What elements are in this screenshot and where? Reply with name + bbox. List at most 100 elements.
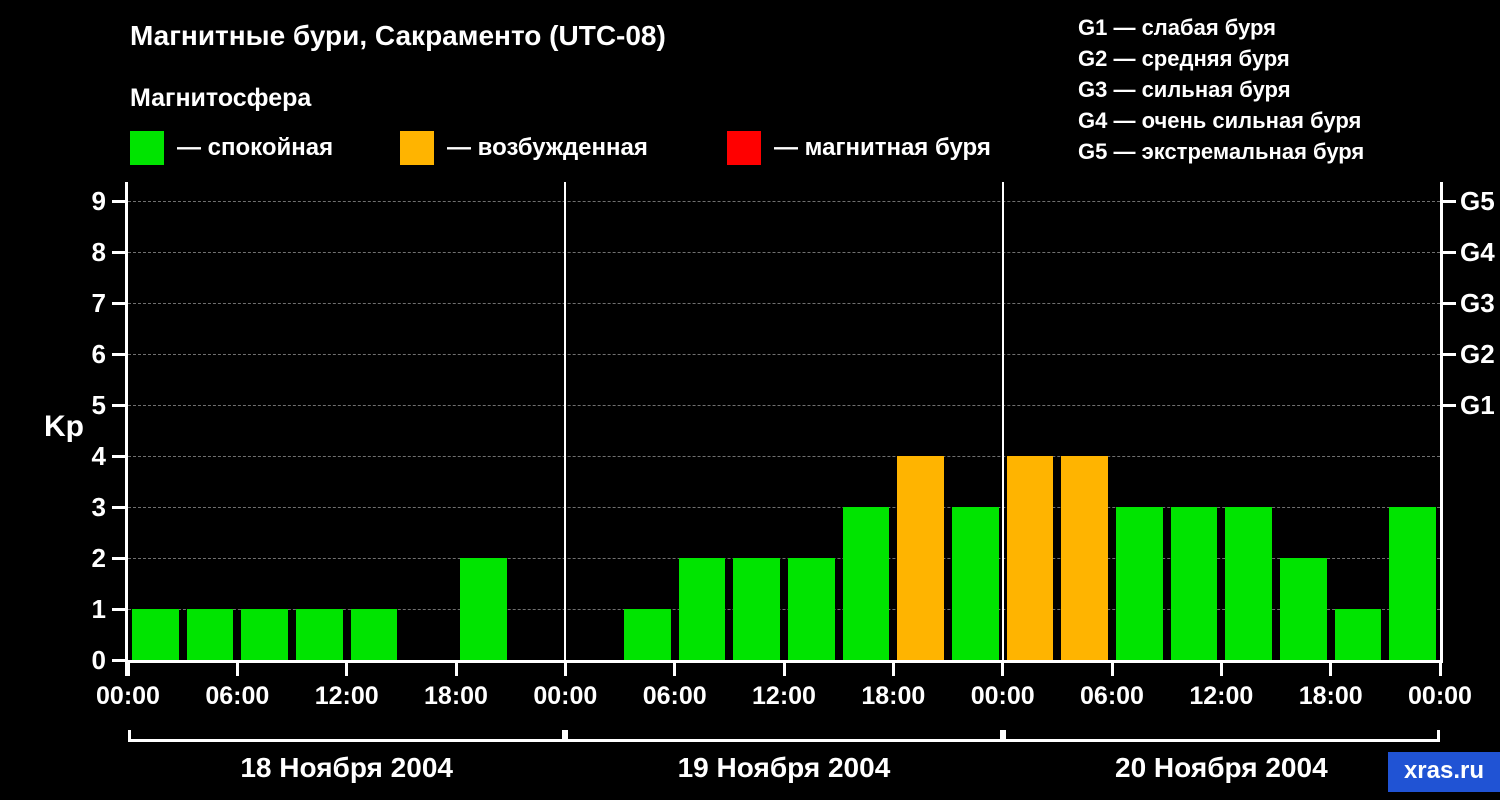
kp-bar — [1389, 507, 1436, 660]
y-axis-tick-label: 5 — [91, 390, 106, 420]
x-axis-tick — [1110, 660, 1114, 676]
g1-definition: G1 — слабая буря — [1078, 15, 1277, 40]
x-axis-tick-label: 00:00 — [970, 682, 1035, 710]
legend-label-excited: — возбужденная — [447, 134, 648, 161]
kp-bar — [1061, 456, 1108, 660]
g-scale-label: G3 — [1460, 288, 1495, 318]
kp-bar — [460, 558, 507, 660]
y-axis-tick — [112, 608, 125, 611]
x-axis-tick — [454, 660, 458, 676]
legend-label-storm: — магнитная буря — [774, 134, 991, 161]
gridline — [128, 456, 1440, 457]
kp-bar — [1170, 507, 1218, 660]
day-bracket — [565, 730, 1003, 742]
x-axis-tick-label: 12:00 — [1189, 682, 1254, 710]
y-axis-tick-label: 7 — [91, 288, 106, 318]
x-axis-tick-label: 18:00 — [1298, 682, 1363, 710]
kp-bar — [897, 456, 944, 660]
gridline — [128, 609, 1440, 610]
kp-bar — [1334, 609, 1382, 660]
kp-bar — [678, 558, 726, 660]
x-axis-tick-label: 00:00 — [96, 682, 160, 710]
x-axis-tick — [1001, 660, 1005, 676]
y-axis-tick — [112, 455, 125, 458]
x-axis-tick — [1219, 660, 1223, 676]
x-axis-tick — [1329, 660, 1333, 676]
right-axis-tick — [1443, 302, 1456, 305]
day-bracket — [1002, 730, 1440, 742]
legend-item-storm: — магнитная буря — [727, 131, 991, 165]
right-axis-tick — [1443, 200, 1456, 203]
kp-bar — [1116, 507, 1163, 660]
y-axis-tick-label: 9 — [91, 186, 106, 216]
gridline — [128, 252, 1440, 253]
g5-definition: G5 — экстремальная буря — [1078, 139, 1365, 164]
kp-bar — [1280, 558, 1327, 660]
x-axis-tick-label: 06:00 — [1080, 682, 1144, 710]
kp-bar — [788, 558, 835, 660]
y-axis-tick — [112, 404, 125, 407]
day-date-label: 19 Ноября 2004 — [677, 752, 891, 783]
x-axis-tick — [563, 660, 567, 676]
y-axis-tick-label: 8 — [91, 237, 106, 267]
storm-color-swatch — [727, 131, 761, 165]
day-divider-line — [1001, 182, 1004, 660]
x-axis-tick-label: 06:00 — [205, 682, 270, 710]
right-axis-tick — [1443, 251, 1456, 254]
y-axis-tick-label: 4 — [91, 441, 106, 471]
gridline — [128, 558, 1440, 559]
kp-bar — [842, 507, 890, 660]
kp-bar — [350, 609, 398, 660]
kp-bar — [952, 507, 999, 660]
kp-bar — [1225, 507, 1272, 660]
magnetosphere-heading: Магнитосфера — [130, 84, 312, 112]
gridline — [128, 354, 1440, 355]
x-axis-tick — [891, 660, 895, 676]
g-scale-label: G5 — [1460, 186, 1495, 216]
y-axis-tick — [112, 506, 125, 509]
y-axis-tick — [112, 353, 125, 356]
x-axis-tick — [235, 660, 239, 676]
x-axis-tick — [345, 660, 349, 676]
g-scale-label: G1 — [1460, 390, 1495, 420]
y-axis-tick — [112, 557, 125, 560]
kp-bar — [296, 609, 343, 660]
watermark-xras[interactable]: xras.ru — [1387, 752, 1500, 792]
y-axis-tick-label: 0 — [91, 645, 106, 675]
day-date-label: 18 Ноября 2004 — [240, 752, 453, 783]
quiet-color-swatch — [130, 131, 164, 165]
x-axis-tick-label: 18:00 — [424, 682, 488, 710]
g-scale-label: G4 — [1460, 237, 1495, 267]
y-axis-tick-label: 1 — [91, 594, 106, 624]
g3-definition: G3 — сильная буря — [1078, 77, 1291, 102]
x-axis-tick — [782, 660, 786, 676]
chart-title: Магнитные бури, Сакраменто (UTC-08) — [130, 20, 666, 51]
excited-color-swatch — [400, 131, 434, 165]
y-axis-tick-label: 2 — [91, 543, 106, 573]
y-axis-tick — [112, 251, 125, 254]
right-axis-tick — [1443, 404, 1456, 407]
x-axis-tick-label: 12:00 — [752, 682, 816, 710]
g-scale-legend: G1 — слабая буря G2 — средняя буря G3 — … — [1078, 12, 1364, 167]
g-scale-label: G2 — [1460, 339, 1495, 369]
legend-item-quiet: — спокойная — [130, 131, 333, 165]
g2-definition: G2 — средняя буря — [1078, 46, 1290, 71]
y-axis-tick — [112, 659, 125, 662]
legend-label-quiet: — спокойная — [177, 134, 334, 161]
x-axis-tick-label: 18:00 — [861, 682, 926, 710]
legend-item-excited: — возбужденная — [400, 131, 648, 165]
kp-bar — [733, 558, 780, 660]
y-axis-tick-label: 6 — [91, 339, 106, 369]
x-axis-tick-label: 00:00 — [1408, 682, 1472, 710]
kp-bar — [132, 609, 179, 660]
x-axis-tick-label: 12:00 — [314, 682, 379, 710]
x-axis-tick-label: 00:00 — [533, 682, 598, 710]
gridline — [128, 303, 1440, 304]
x-axis-tick-label: 06:00 — [642, 682, 707, 710]
day-divider-line — [564, 182, 567, 660]
y-axis-tick-label: 3 — [91, 492, 106, 522]
day-bracket — [128, 730, 566, 742]
kp-bar — [624, 609, 671, 660]
